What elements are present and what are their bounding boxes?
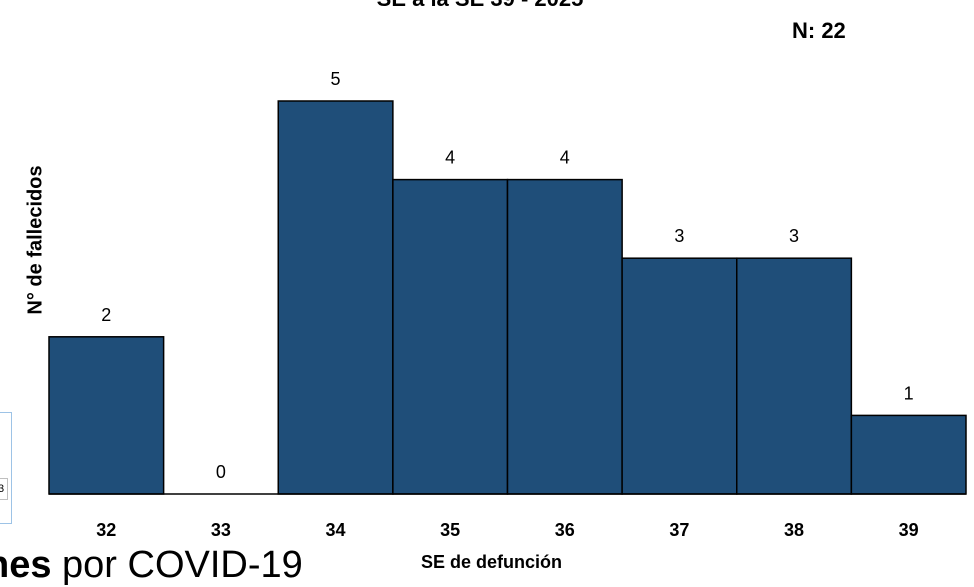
data-label-35: 4 (445, 148, 455, 168)
data-label-39: 1 (904, 383, 914, 403)
bar-34 (277, 100, 394, 495)
cropped-panel-fragment (0, 412, 12, 524)
bar-35 (392, 178, 509, 495)
x-tick-37: 37 (669, 520, 689, 540)
x-tick-33: 33 (211, 520, 231, 540)
x-axis-label: SE de defunción (421, 552, 563, 572)
x-tick-39: 39 (899, 520, 919, 540)
bar-37 (621, 257, 738, 495)
total-count-label: N: 22 (792, 18, 846, 43)
x-tick-34: 34 (326, 520, 346, 540)
data-label-33: 0 (216, 462, 226, 482)
chart-title: SE a la SE 39 - 2025 (300, 0, 660, 12)
x-tick-36: 36 (555, 520, 575, 540)
bar-36 (506, 178, 623, 495)
data-label-34: 5 (331, 69, 341, 89)
bar-32 (48, 336, 165, 495)
x-tick-32: 32 (96, 520, 116, 540)
bar-39 (850, 414, 967, 495)
data-label-36: 4 (560, 148, 570, 168)
data-label-32: 2 (101, 305, 111, 325)
x-tick-38: 38 (784, 520, 804, 540)
cropped-cell-fragment: 3 (0, 478, 8, 500)
bar-38 (736, 257, 853, 495)
x-tick-35: 35 (440, 520, 460, 540)
data-label-37: 3 (674, 226, 684, 246)
data-label-38: 3 (789, 226, 799, 246)
